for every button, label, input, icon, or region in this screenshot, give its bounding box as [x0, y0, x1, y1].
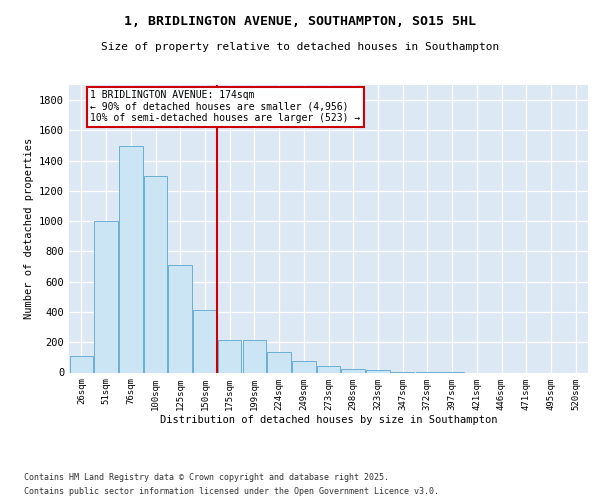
Text: 1 BRIDLINGTON AVENUE: 174sqm
← 90% of detached houses are smaller (4,956)
10% of: 1 BRIDLINGTON AVENUE: 174sqm ← 90% of de… [90, 90, 360, 124]
Text: 1, BRIDLINGTON AVENUE, SOUTHAMPTON, SO15 5HL: 1, BRIDLINGTON AVENUE, SOUTHAMPTON, SO15… [124, 15, 476, 28]
Bar [169, 265, 192, 372]
Text: Contains HM Land Registry data © Crown copyright and database right 2025.: Contains HM Land Registry data © Crown c… [24, 472, 389, 482]
Bar [317, 366, 340, 372]
Bar [242, 340, 266, 372]
Bar [144, 176, 167, 372]
Text: Size of property relative to detached houses in Southampton: Size of property relative to detached ho… [101, 42, 499, 52]
Y-axis label: Number of detached properties: Number of detached properties [23, 138, 34, 320]
Bar [366, 370, 389, 372]
Text: Contains public sector information licensed under the Open Government Licence v3: Contains public sector information licen… [24, 488, 439, 496]
Bar [292, 361, 316, 372]
Bar [341, 368, 365, 372]
Bar [193, 310, 217, 372]
Bar [268, 352, 291, 372]
Bar [218, 340, 241, 372]
X-axis label: Distribution of detached houses by size in Southampton: Distribution of detached houses by size … [160, 415, 497, 425]
Bar [70, 356, 93, 372]
Bar [94, 221, 118, 372]
Bar [119, 146, 143, 372]
